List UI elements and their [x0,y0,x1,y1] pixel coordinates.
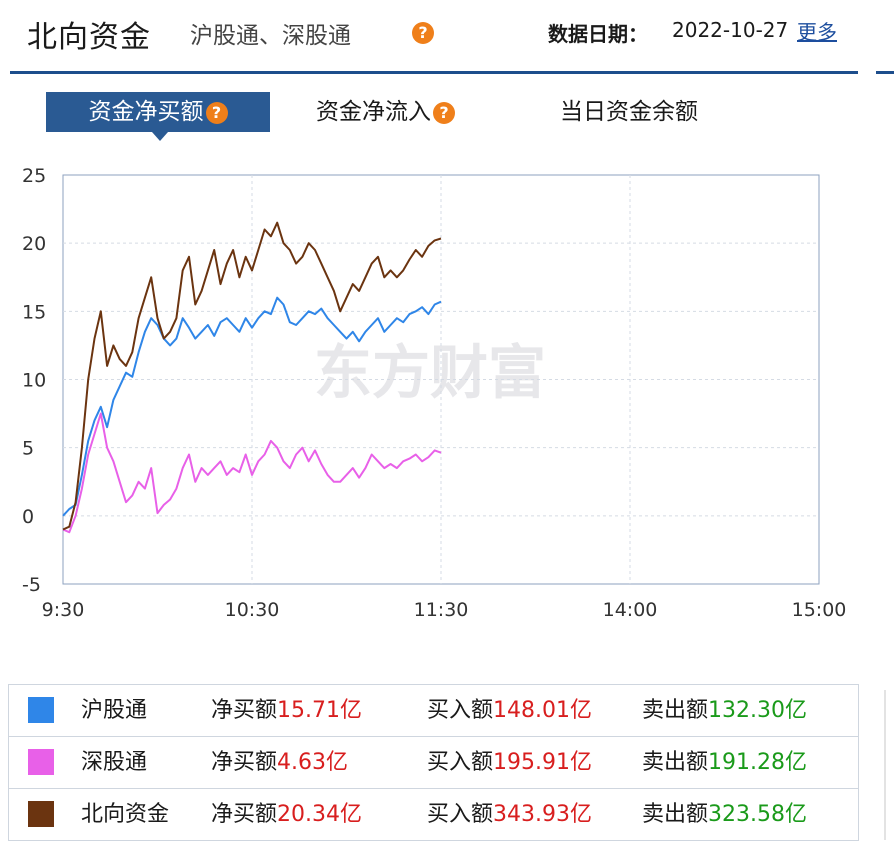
net-buy-value: 15.71亿 [277,698,362,723]
tab-label: 当日资金余额 [560,99,698,125]
row-name: 深股通 [81,750,148,775]
legend-swatch-shenzhen [28,749,54,775]
header-divider [10,71,858,74]
summary-row-northbound: 北向资金 净买额20.34亿 买入额343.93亿 卖出额323.58亿 [9,788,858,840]
tab-label: 资金净买额 [88,99,204,125]
buy-value: 343.93亿 [493,802,592,827]
sell-cell: 卖出额132.30亿 [642,685,807,736]
sell-label: 卖出额 [642,750,709,775]
x-tick-label: 15:00 [792,599,847,620]
header: 北向资金 沪股通、深股通 ? 数据日期： 2022-10-27 更多 [0,0,894,74]
x-tick-label: 9:30 [42,599,85,620]
net-buy-cell: 净买额4.63亿 [211,737,348,788]
date-label: 数据日期： [548,22,648,46]
header-divider-right [876,71,894,74]
buy-label: 买入额 [427,802,494,827]
buy-cell: 买入额343.93亿 [427,789,592,840]
buy-value: 148.01亿 [493,698,592,723]
buy-label: 买入额 [427,750,494,775]
y-tick-label: -5 [22,574,41,596]
panel-edge [884,690,886,840]
net-buy-label: 净买额 [211,698,278,723]
row-name: 沪股通 [81,698,148,723]
active-tab-caret-icon [152,132,168,141]
net-buy-label: 净买额 [211,802,278,827]
tab-daily-balance[interactable]: 当日资金余额 [560,92,698,132]
buy-cell: 买入额148.01亿 [427,685,592,736]
help-icon[interactable]: ? [205,101,228,124]
more-link[interactable]: 更多 [797,20,837,44]
tab-net-inflow[interactable]: 资金净流入? [316,92,455,132]
series-line-2 [62,221,442,531]
sell-cell: 卖出额323.58亿 [642,789,807,840]
series-line-1 [62,412,442,534]
sell-value: 132.30亿 [708,698,807,723]
page-subtitle: 沪股通、深股通 ? [190,16,434,50]
y-tick-label: 20 [22,233,46,255]
y-tick-label: 0 [22,506,34,528]
sell-label: 卖出额 [642,802,709,827]
legend-swatch-shanghai [28,697,54,723]
y-tick-label: 5 [22,438,34,460]
y-tick-label: 25 [22,165,46,187]
row-name: 北向资金 [81,802,170,827]
x-tick-label: 10:30 [225,599,280,620]
net-buy-label: 净买额 [211,750,278,775]
help-icon[interactable]: ? [433,101,455,124]
sell-value: 323.58亿 [708,802,807,827]
tab-label: 资金净流入 [316,99,431,125]
buy-cell: 买入额195.91亿 [427,737,592,788]
net-buy-cell: 净买额20.34亿 [211,789,362,840]
buy-value: 195.91亿 [493,750,592,775]
tab-net-buy[interactable]: 资金净买额? [46,92,270,132]
net-buy-cell: 净买额15.71亿 [211,685,362,736]
sell-cell: 卖出额191.28亿 [642,737,807,788]
page-title: 北向资金 [27,20,151,55]
subtitle-text: 沪股通、深股通 [190,23,351,49]
watermark-text: 东方财富 [314,339,546,407]
help-icon[interactable]: ? [412,22,434,44]
sell-label: 卖出额 [642,698,709,723]
date-value: 2022-10-27 [672,18,789,42]
summary-table: 沪股通 净买额15.71亿 买入额148.01亿 卖出额132.30亿 深股通 … [8,684,859,841]
buy-label: 买入额 [427,698,494,723]
net-buy-line-chart: 东方财富 -5 0 5 10 15 20 25 9:30 10:30 11:30 14:00 15:00 [22,165,847,620]
series-line-0 [62,296,442,517]
legend-swatch-northbound [28,801,54,827]
summary-row-shenzhen: 深股通 净买额4.63亿 买入额195.91亿 卖出额191.28亿 [9,736,858,788]
sell-value: 191.28亿 [708,750,807,775]
summary-row-shanghai: 沪股通 净买额15.71亿 买入额148.01亿 卖出额132.30亿 [9,685,858,736]
y-tick-label: 10 [22,370,46,392]
x-tick-label: 14:00 [603,599,658,620]
net-buy-value: 4.63亿 [277,750,349,775]
net-buy-value: 20.34亿 [277,802,362,827]
y-tick-label: 15 [22,301,46,323]
x-tick-label: 11:30 [414,599,469,620]
